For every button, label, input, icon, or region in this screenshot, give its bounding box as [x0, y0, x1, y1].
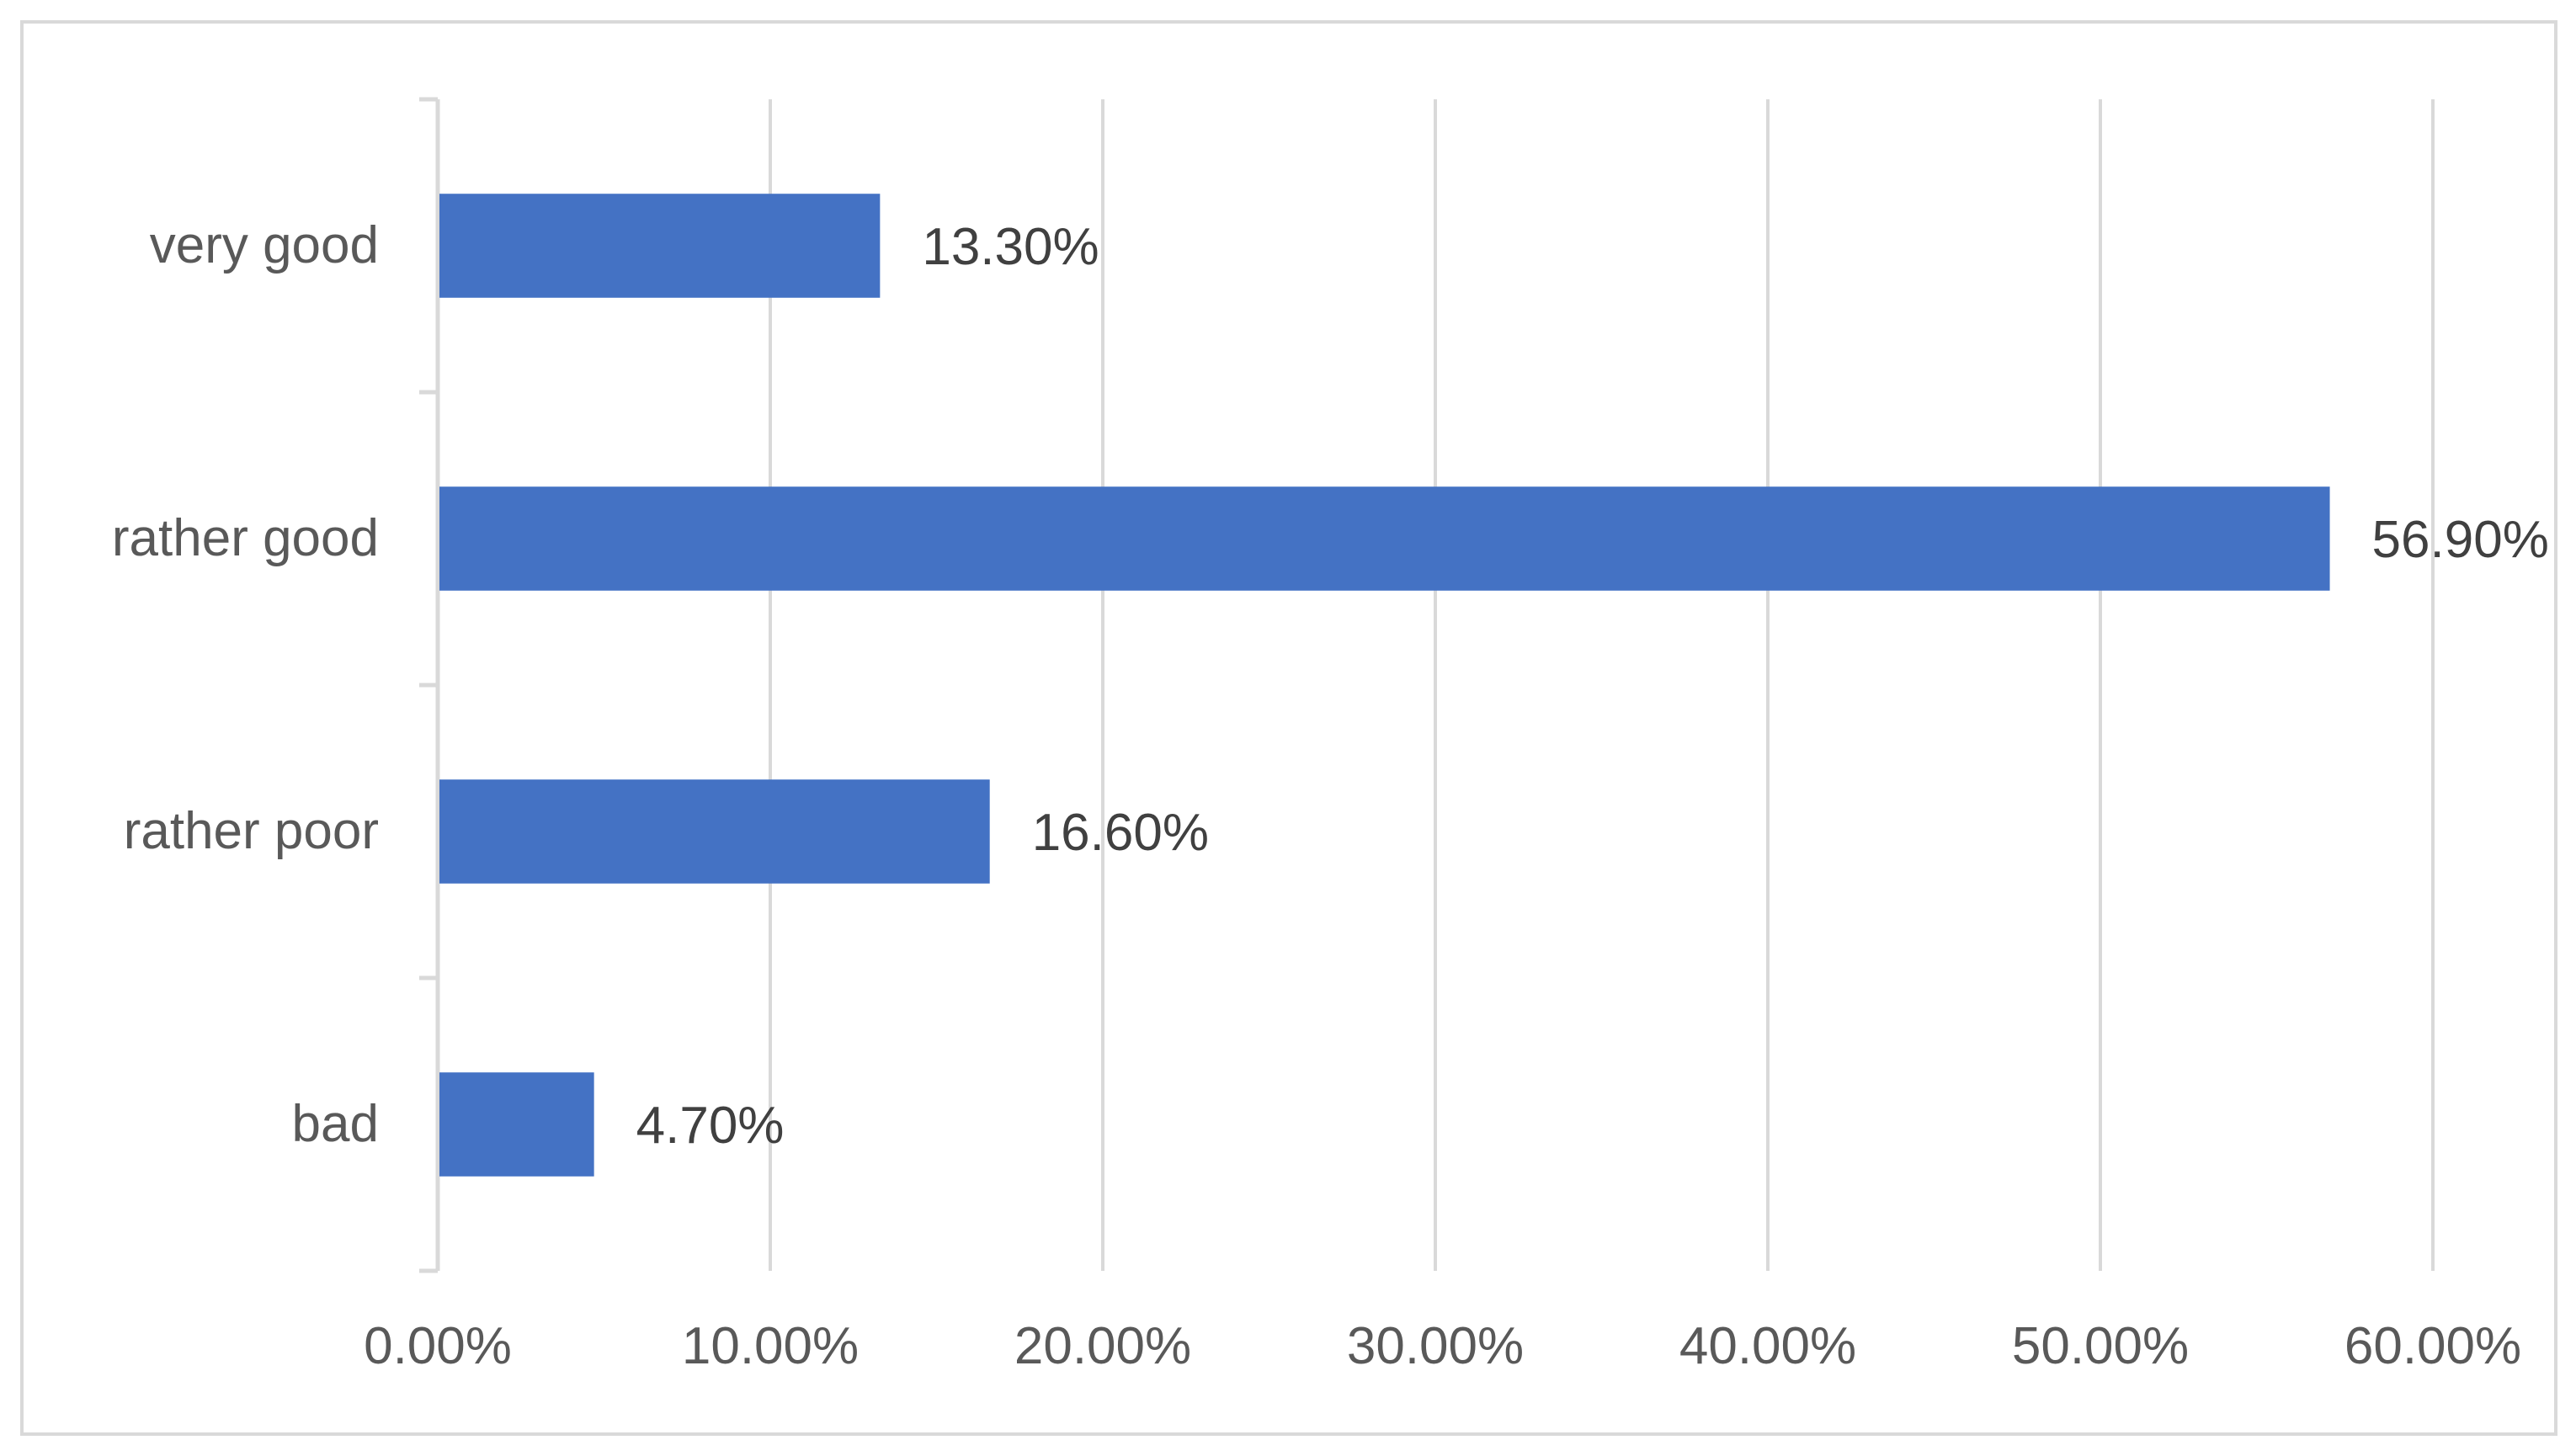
x-tick-label: 0.00% — [364, 1317, 512, 1375]
category-label: very good — [150, 216, 379, 274]
bar-bad — [439, 1072, 594, 1177]
data-label: 13.30% — [922, 218, 1099, 276]
bar-rather-good — [439, 486, 2330, 591]
category-label: rather good — [112, 509, 379, 567]
data-label: 16.60% — [1032, 804, 1209, 862]
x-tick-label: 50.00% — [2012, 1317, 2189, 1375]
bar-rather-poor — [439, 779, 990, 884]
bars — [439, 194, 2330, 1177]
data-label: 56.90% — [2372, 511, 2549, 569]
category-label: rather poor — [124, 802, 379, 860]
data-labels: 13.30% 56.90% 16.60% 4.70% — [636, 218, 2549, 1155]
data-label: 4.70% — [636, 1097, 785, 1155]
x-tick-label: 30.00% — [1347, 1317, 1524, 1375]
x-tick-label: 20.00% — [1014, 1317, 1191, 1375]
x-tick-label: 10.00% — [682, 1317, 859, 1375]
value-axis-labels: 0.00% 10.00% 20.00% 30.00% 40.00% 50.00% 60.00… — [364, 1317, 2521, 1375]
category-axis — [419, 97, 440, 1273]
x-tick-label: 60.00% — [2344, 1317, 2521, 1375]
category-label: bad — [292, 1095, 379, 1153]
x-tick-label: 40.00% — [1679, 1317, 1856, 1375]
category-labels: very good rather good rather poor bad — [112, 216, 379, 1153]
bar-very-good — [439, 194, 881, 298]
